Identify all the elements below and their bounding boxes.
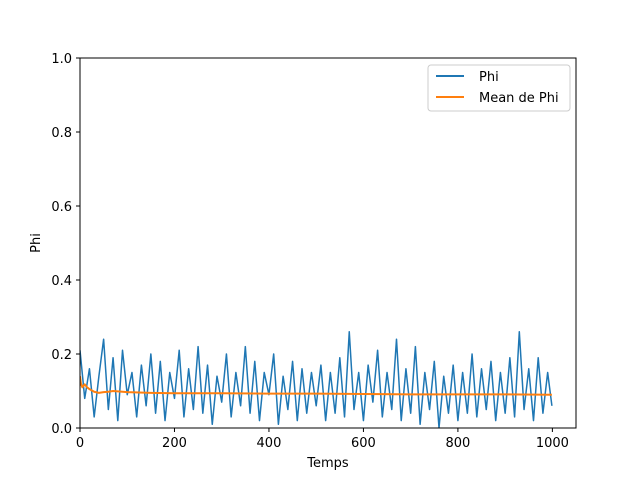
y-tick-label: 0.0 xyxy=(51,422,72,437)
series-line-mean-de-phi xyxy=(80,376,552,396)
x-tick-label: 400 xyxy=(257,436,282,451)
y-tick-label: 0.2 xyxy=(51,348,72,363)
legend-label-phi: Phi xyxy=(479,70,499,85)
x-tick-label: 800 xyxy=(445,436,470,451)
y-tick-label: 0.4 xyxy=(51,274,72,289)
y-tick-label: 0.8 xyxy=(51,126,72,141)
legend-label-mean: Mean de Phi xyxy=(479,91,559,106)
x-axis: 0 200 400 600 800 1000 xyxy=(76,428,569,451)
x-tick-label: 200 xyxy=(162,436,187,451)
series-layer xyxy=(80,331,553,428)
y-tick-label: 1.0 xyxy=(51,52,72,67)
x-tick-label: 0 xyxy=(76,436,84,451)
legend: Phi Mean de Phi xyxy=(427,64,571,112)
x-tick-label: 600 xyxy=(351,436,376,451)
y-tick-label: 0.6 xyxy=(51,200,72,215)
y-axis: 0.0 0.2 0.4 0.6 0.8 1.0 xyxy=(51,52,80,437)
series-line-phi xyxy=(80,331,553,428)
x-tick-label: 1000 xyxy=(536,436,569,451)
plot-area xyxy=(80,331,553,428)
plot-frame xyxy=(79,57,577,429)
x-axis-label: Temps xyxy=(306,456,349,471)
y-axis-label: Phi xyxy=(29,233,44,253)
